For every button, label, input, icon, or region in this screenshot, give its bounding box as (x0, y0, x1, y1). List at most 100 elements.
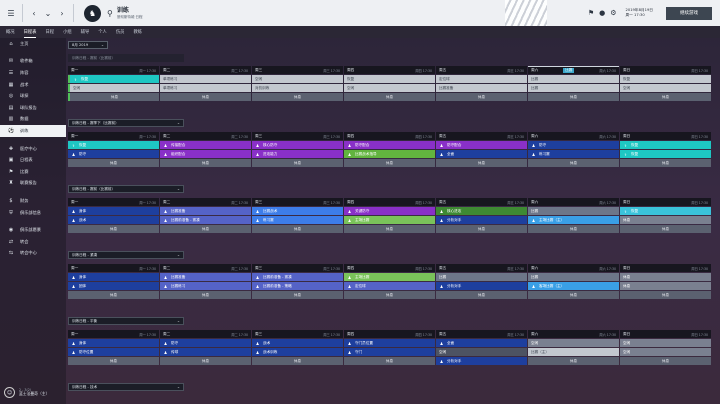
session-slot[interactable]: 休息 (252, 291, 343, 299)
schedule-select[interactable]: 训练日程 - 技术 ⌄ (68, 383, 184, 391)
session-slot[interactable]: 恢复 (344, 75, 435, 83)
sidebar-item-home[interactable]: ⌂ 主页 (0, 38, 66, 50)
session-slot[interactable]: ♟ 战术 (252, 339, 343, 347)
session-slot[interactable]: 单项练习 (160, 84, 251, 92)
nav-tab-6[interactable]: 伤员 (115, 30, 125, 35)
session-slot[interactable]: 休息 (620, 93, 711, 101)
session-slot[interactable]: ♟ 比赛准备 (160, 273, 251, 281)
menu-icon[interactable]: ☰ (7, 8, 15, 18)
session-slot[interactable]: ♟ 身体 (68, 207, 159, 215)
session-slot[interactable]: ♟ 团体 (68, 282, 159, 290)
session-slot[interactable]: 休息 (620, 159, 711, 167)
session-slot[interactable]: 休息 (252, 225, 343, 233)
session-slot[interactable]: ♟ 主场比赛（主） (528, 216, 619, 224)
session-slot[interactable]: ♟ 分析对手 (436, 357, 527, 365)
session-slot[interactable]: 休息 (620, 357, 711, 365)
sidebar-item-vision[interactable]: ◉ 俱乐部愿景 (0, 224, 66, 236)
settings-icon[interactable]: ⚙ (610, 9, 617, 17)
session-slot[interactable]: 休息 (68, 93, 159, 101)
schedule-select[interactable]: 训练日程 - 赛前（比赛前） ⌄ (68, 185, 184, 193)
session-slot[interactable]: ⚕ 恢复 (68, 141, 159, 149)
session-slot[interactable]: ♟ 关键防守 (344, 207, 435, 215)
sidebar-item-training[interactable]: ⚽ 训练 (0, 125, 66, 137)
session-slot[interactable]: 休息 (252, 357, 343, 365)
manager-box[interactable]: ☺ 2 - 3(2) 蓝士法曼奇（主） (4, 387, 49, 398)
nav-tab-3[interactable]: 小组 (63, 30, 72, 35)
session-slot[interactable]: 空闲 (620, 339, 711, 347)
session-slot[interactable]: 空闲 (436, 348, 527, 356)
session-slot[interactable]: ♟ 主场比赛 (344, 273, 435, 281)
session-slot[interactable]: ♟ 分析对手 (436, 282, 527, 290)
session-slot[interactable]: 休息 (160, 225, 251, 233)
session-slot[interactable]: ♟ 守门员位置 (344, 339, 435, 347)
session-slot[interactable]: 休息 (68, 159, 159, 167)
session-slot[interactable]: ♟ 传接配合 (160, 141, 251, 149)
session-slot[interactable]: 恢复 (620, 75, 711, 83)
notification-icon[interactable]: ● (599, 9, 606, 17)
session-slot[interactable]: 对抗训练 (252, 84, 343, 92)
session-slot[interactable]: 休息 (68, 225, 159, 233)
chevron-down-icon[interactable]: ⌄ (44, 8, 52, 18)
sidebar-item-calendar[interactable]: ▣ 日程表 (0, 154, 66, 166)
session-slot[interactable]: 休息 (160, 159, 251, 167)
sidebar-item-scouting[interactable]: ◎ 球探 (0, 90, 66, 102)
session-slot[interactable]: 休息 (344, 291, 435, 299)
session-slot[interactable]: ♟ 比赛前准备 - 策略 (252, 282, 343, 290)
continue-button[interactable]: 继续游戏 (666, 6, 712, 20)
session-slot[interactable]: 休息 (436, 93, 527, 101)
schedule-select[interactable]: 训练日程 - 紧凑 ⌄ (68, 251, 184, 259)
session-slot[interactable]: 休息 (344, 357, 435, 365)
session-slot[interactable]: ♟ 比赛前准备 - 紧凑 (160, 216, 251, 224)
session-slot[interactable]: 空闲 (344, 84, 435, 92)
sidebar-item-data[interactable]: ▥ 数据 (0, 114, 66, 126)
session-slot[interactable]: ♟ 传球 (160, 348, 251, 356)
session-slot[interactable]: 休息 (528, 93, 619, 101)
sidebar-item-transfer[interactable]: ⇄ 转会 (0, 236, 66, 248)
nav-tab-1[interactable]: 日程表 (23, 26, 37, 38)
session-slot[interactable]: ♟ 进攻能力 (252, 150, 343, 158)
session-slot[interactable]: ♟ 身体 (68, 273, 159, 281)
session-slot[interactable]: ♟ 比赛练习 (160, 282, 251, 290)
session-slot[interactable]: 比赛 (528, 75, 619, 83)
session-slot[interactable]: ♟ 战术 (68, 216, 159, 224)
sidebar-item-league[interactable]: ♜ 联赛报告 (0, 178, 66, 190)
session-slot[interactable]: 休息 (528, 291, 619, 299)
session-slot[interactable]: 休息 (528, 357, 619, 365)
sidebar-item-squad[interactable]: ☰ 阵容 (0, 67, 66, 79)
nav-tab-4[interactable]: 辅导 (80, 30, 90, 35)
session-slot[interactable]: ♟ 比赛前准备 - 紧凑 (252, 273, 343, 281)
session-slot[interactable]: ♟ 练习赛 (252, 216, 343, 224)
session-slot[interactable]: ⚕ 恢复 (620, 207, 711, 215)
session-slot[interactable]: ♟ 防守 (528, 141, 619, 149)
sidebar-item-transfer-centre[interactable]: ⇆ 转会中心 (0, 248, 66, 260)
session-slot[interactable]: ♟ 分析对手 (436, 216, 527, 224)
session-slot[interactable]: ⚕ 恢复 (620, 150, 711, 158)
session-slot[interactable]: 休息 (620, 291, 711, 299)
schedule-select-faded[interactable]: 训练日程 - 赛前（比赛前） (68, 54, 184, 62)
session-slot[interactable]: ⚕ 恢复 (620, 141, 711, 149)
session-slot[interactable]: ♟ 防守配合 (344, 141, 435, 149)
schedule-select[interactable]: 训练日程 - 平衡 ⌄ (68, 317, 184, 325)
session-slot[interactable]: 休息 (160, 357, 251, 365)
session-slot[interactable]: 休息 (528, 159, 619, 167)
session-slot[interactable]: 休息 (68, 357, 159, 365)
session-slot[interactable]: 休息 (436, 159, 527, 167)
session-slot[interactable]: 比赛 (528, 273, 619, 281)
pin-icon[interactable]: ⚑ (587, 9, 595, 17)
session-slot[interactable]: 休息 (620, 273, 711, 281)
session-slot[interactable]: 休息 (528, 225, 619, 233)
sidebar-item-medical[interactable]: ✚ 医疗中心 (0, 143, 66, 155)
session-slot[interactable]: 定位球 (436, 75, 527, 83)
session-slot[interactable]: ♟ 核心防守 (252, 141, 343, 149)
session-slot[interactable]: ♟ 防守配合 (436, 141, 527, 149)
session-slot[interactable]: 休息 (160, 93, 251, 101)
session-slot[interactable]: ♟ 防守位置 (68, 348, 159, 356)
session-slot[interactable]: ♟ 身体 (68, 339, 159, 347)
sidebar-item-tactics[interactable]: ▦ 战术 (0, 79, 66, 91)
session-slot[interactable]: 休息 (620, 225, 711, 233)
session-slot[interactable]: 休息 (252, 159, 343, 167)
session-slot[interactable]: ♟ 主场比赛 (344, 216, 435, 224)
session-slot[interactable]: ♟ 比赛战术指导 (344, 150, 435, 158)
session-slot[interactable]: 空闲 (68, 84, 159, 92)
nav-tab-7[interactable]: 教练 (133, 30, 143, 35)
